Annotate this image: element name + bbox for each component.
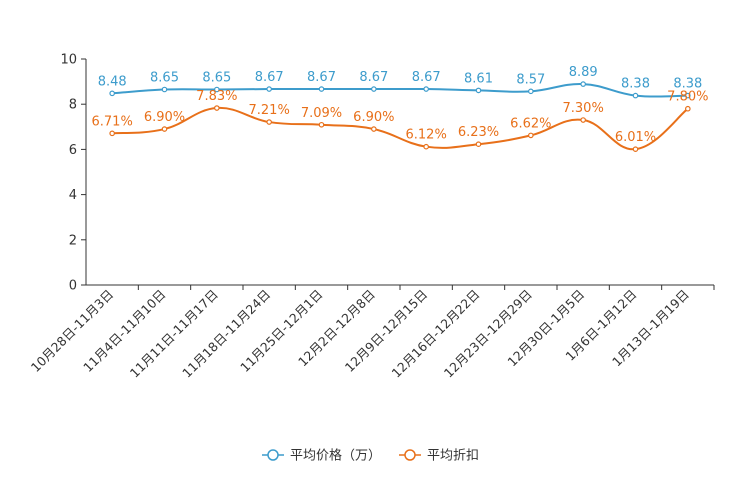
price-series-point[interactable] bbox=[423, 86, 429, 92]
price-series-point[interactable] bbox=[109, 90, 115, 97]
price-series-data-label: 8.48 bbox=[98, 74, 127, 89]
price-series-data-label: 8.67 bbox=[412, 70, 441, 85]
discount-series-data-label: 7.30% bbox=[563, 101, 604, 116]
legend-label: 平均折扣 bbox=[427, 449, 479, 464]
price-series-data-label: 8.65 bbox=[202, 71, 231, 86]
discount-series-point[interactable] bbox=[161, 126, 168, 132]
discount-series-point[interactable] bbox=[685, 105, 691, 112]
price-series-point[interactable] bbox=[318, 86, 325, 92]
price-series-data-label: 8.67 bbox=[307, 70, 336, 85]
price-series-point[interactable] bbox=[266, 86, 272, 92]
price-series-point[interactable] bbox=[214, 86, 220, 93]
y-tick-label: 6 bbox=[69, 143, 77, 158]
x-category-label: 11月11日-11月17日 bbox=[127, 287, 221, 381]
discount-series-point[interactable] bbox=[214, 105, 220, 111]
series-layer bbox=[109, 81, 691, 152]
y-tick-label: 0 bbox=[69, 279, 77, 294]
discount-series-data-label: 7.21% bbox=[249, 103, 290, 118]
discount-series-point[interactable] bbox=[580, 117, 586, 123]
legend[interactable]: 平均价格（万） 平均折扣 bbox=[262, 448, 479, 464]
price-series-line bbox=[112, 83, 688, 98]
price-series-data-label: 8.67 bbox=[255, 70, 284, 85]
discount-series-point[interactable] bbox=[528, 132, 534, 139]
price-series-data-label: 8.38 bbox=[673, 77, 702, 92]
discount-series-point[interactable] bbox=[423, 143, 429, 150]
legend-item-price[interactable]: 平均价格（万） bbox=[262, 448, 381, 464]
y-tick-label: 8 bbox=[69, 98, 77, 113]
price-series-data-label: 8.89 bbox=[569, 65, 598, 80]
price-series-data-label: 8.61 bbox=[464, 71, 493, 86]
axes: 024681010月28日-11月3日11月4日-11月10日11月11日-11… bbox=[28, 53, 715, 381]
y-tick-label: 4 bbox=[69, 188, 77, 203]
discount-series-data-label: 7.83% bbox=[196, 89, 237, 104]
x-category-label: 12月16日-12月22日 bbox=[388, 287, 482, 381]
price-series-point[interactable] bbox=[528, 88, 534, 95]
discount-series-point[interactable] bbox=[371, 126, 377, 132]
y-tick-label: 10 bbox=[60, 53, 77, 68]
price-series-point[interactable] bbox=[475, 87, 482, 94]
discount-series-data-label: 6.23% bbox=[458, 125, 499, 140]
price-series-data-label: 8.57 bbox=[516, 72, 545, 87]
x-category-label: 12月23日-12月29日 bbox=[441, 287, 535, 381]
price-series-data-label: 8.65 bbox=[150, 71, 179, 86]
legend-label: 平均价格（万） bbox=[290, 448, 381, 464]
discount-series-point[interactable] bbox=[266, 119, 272, 125]
discount-series-point[interactable] bbox=[109, 130, 115, 137]
price-series-point[interactable] bbox=[632, 92, 639, 99]
discount-series-point[interactable] bbox=[632, 146, 639, 152]
y-tick-label: 2 bbox=[69, 233, 77, 248]
x-category-label: 11月18日-11月24日 bbox=[179, 287, 273, 381]
price-series-point[interactable] bbox=[580, 81, 586, 87]
price-series-point[interactable] bbox=[161, 86, 168, 93]
discount-series-data-label: 6.71% bbox=[92, 114, 133, 129]
discount-series-point[interactable] bbox=[475, 141, 482, 148]
discount-series-data-label: 6.90% bbox=[353, 110, 394, 125]
discount-series-data-label: 6.62% bbox=[510, 116, 551, 131]
price-series-point[interactable] bbox=[685, 92, 691, 99]
price-series-data-label: 8.38 bbox=[621, 77, 650, 92]
discount-series-data-label: 6.01% bbox=[615, 130, 656, 145]
discount-series-data-label: 7.09% bbox=[301, 106, 342, 121]
data-labels-layer: 8.48 8.65 8.65 8.67 8.67 8.67 8.67 8.61 8.57 8.89… bbox=[92, 65, 709, 145]
price-series-point[interactable] bbox=[371, 86, 377, 92]
discount-series-data-label: 7.80% bbox=[667, 90, 708, 105]
discount-series-data-label: 6.90% bbox=[144, 110, 185, 125]
price-series-data-label: 8.67 bbox=[359, 70, 388, 85]
discount-series-point[interactable] bbox=[318, 121, 325, 128]
legend-item-discount[interactable]: 平均折扣 bbox=[399, 449, 479, 464]
legend-marker-icon bbox=[267, 449, 279, 461]
discount-series-data-label: 6.12% bbox=[406, 128, 447, 143]
legend-marker-icon bbox=[404, 449, 416, 461]
